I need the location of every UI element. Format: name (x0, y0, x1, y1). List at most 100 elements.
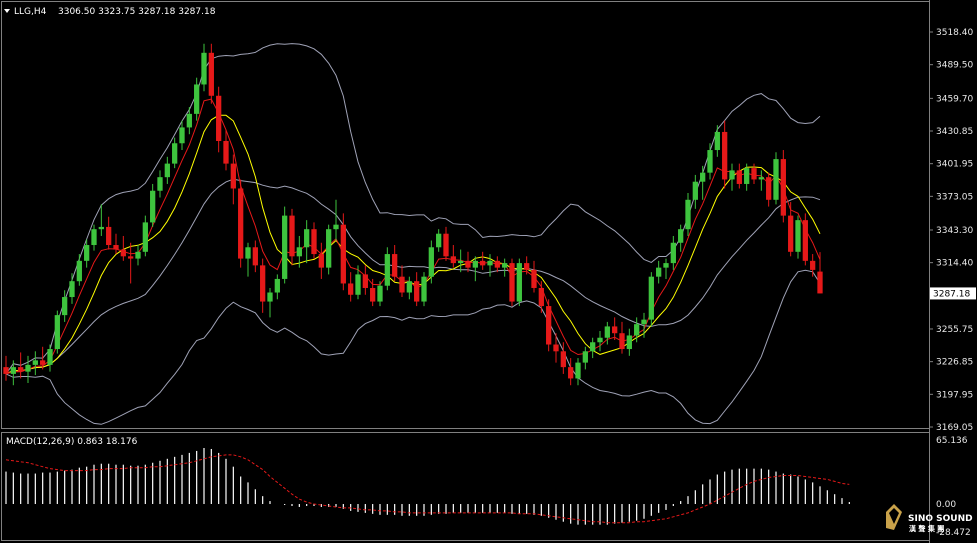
candle[interactable] (157, 170, 163, 198)
candle[interactable] (208, 43, 214, 104)
candle[interactable] (274, 274, 280, 300)
dropdown-arrow-icon[interactable] (4, 9, 10, 13)
candle[interactable] (802, 213, 808, 266)
candle[interactable] (62, 290, 68, 322)
candle[interactable] (304, 220, 310, 264)
candle[interactable] (355, 265, 361, 300)
candle[interactable] (260, 258, 266, 313)
candle[interactable] (377, 281, 383, 307)
candle[interactable] (487, 254, 493, 277)
candle[interactable] (494, 256, 500, 273)
candle[interactable] (560, 342, 566, 374)
candle[interactable] (186, 107, 192, 135)
candle[interactable] (318, 242, 324, 279)
candle[interactable] (516, 258, 522, 307)
candle[interactable] (692, 174, 698, 209)
candle[interactable] (282, 206, 288, 284)
candle[interactable] (582, 346, 588, 370)
candle[interactable] (150, 183, 156, 227)
candle[interactable] (392, 245, 398, 282)
candle[interactable] (311, 222, 317, 259)
candle[interactable] (326, 224, 332, 275)
candle[interactable] (707, 143, 713, 180)
candle[interactable] (267, 287, 273, 318)
candle[interactable] (626, 328, 632, 356)
candle[interactable] (54, 310, 60, 354)
candle[interactable] (296, 235, 302, 268)
candle[interactable] (230, 154, 236, 205)
candle[interactable] (758, 170, 764, 191)
candle[interactable] (384, 247, 390, 291)
candle[interactable] (722, 120, 728, 189)
candle[interactable] (333, 199, 339, 241)
candle[interactable] (91, 224, 97, 251)
candle[interactable] (663, 258, 669, 279)
candle[interactable] (685, 193, 691, 236)
candle[interactable] (458, 249, 464, 273)
candle[interactable] (179, 120, 185, 151)
candle[interactable] (648, 272, 654, 327)
candle[interactable] (98, 204, 104, 236)
candle[interactable] (597, 330, 603, 352)
candle[interactable] (788, 202, 794, 257)
candle[interactable] (766, 172, 772, 207)
candle[interactable] (142, 215, 148, 257)
candle[interactable] (810, 254, 816, 277)
candle[interactable] (223, 129, 229, 171)
candle[interactable] (736, 163, 742, 189)
candle[interactable] (480, 251, 486, 270)
candle[interactable] (201, 43, 207, 92)
candle[interactable] (502, 258, 508, 277)
candle[interactable] (47, 344, 53, 372)
candle[interactable] (472, 256, 478, 282)
candle[interactable] (414, 272, 420, 307)
candle[interactable] (678, 224, 684, 252)
candle[interactable] (245, 242, 251, 277)
candle[interactable] (780, 150, 786, 223)
candle[interactable] (84, 239, 90, 268)
candle[interactable] (40, 346, 46, 370)
candle[interactable] (612, 317, 618, 340)
candle[interactable] (421, 272, 427, 307)
candle[interactable] (817, 252, 823, 294)
candle[interactable] (641, 312, 647, 338)
candle[interactable] (370, 278, 376, 307)
candle[interactable] (340, 213, 346, 291)
candle[interactable] (619, 321, 625, 354)
candle[interactable] (69, 273, 75, 304)
candle[interactable] (524, 256, 530, 275)
candle[interactable] (216, 86, 222, 153)
candle[interactable] (538, 281, 544, 313)
candle[interactable] (113, 233, 119, 255)
candle[interactable] (164, 156, 170, 184)
candle[interactable] (773, 152, 779, 205)
candle[interactable] (604, 321, 610, 345)
candle[interactable] (751, 163, 757, 184)
candle[interactable] (18, 352, 24, 379)
candle[interactable] (128, 242, 134, 284)
candle[interactable] (531, 260, 537, 293)
candle[interactable] (289, 208, 295, 266)
candle[interactable] (465, 251, 471, 273)
candle[interactable] (135, 245, 141, 266)
candle[interactable] (25, 355, 31, 383)
candle[interactable] (436, 229, 442, 252)
candle[interactable] (399, 265, 405, 298)
candle[interactable] (795, 215, 801, 259)
candle[interactable] (10, 360, 16, 386)
candle[interactable] (3, 355, 9, 381)
candle[interactable] (120, 235, 126, 261)
candle[interactable] (450, 245, 456, 268)
candle[interactable] (714, 125, 720, 157)
candle[interactable] (553, 333, 559, 363)
candle[interactable] (194, 77, 200, 121)
candle[interactable] (590, 337, 596, 359)
candle[interactable] (700, 165, 706, 200)
candle[interactable] (32, 351, 38, 376)
candle[interactable] (428, 240, 434, 284)
candle[interactable] (106, 216, 112, 250)
candle[interactable] (76, 254, 82, 286)
candle[interactable] (568, 358, 574, 386)
candle[interactable] (575, 358, 581, 386)
